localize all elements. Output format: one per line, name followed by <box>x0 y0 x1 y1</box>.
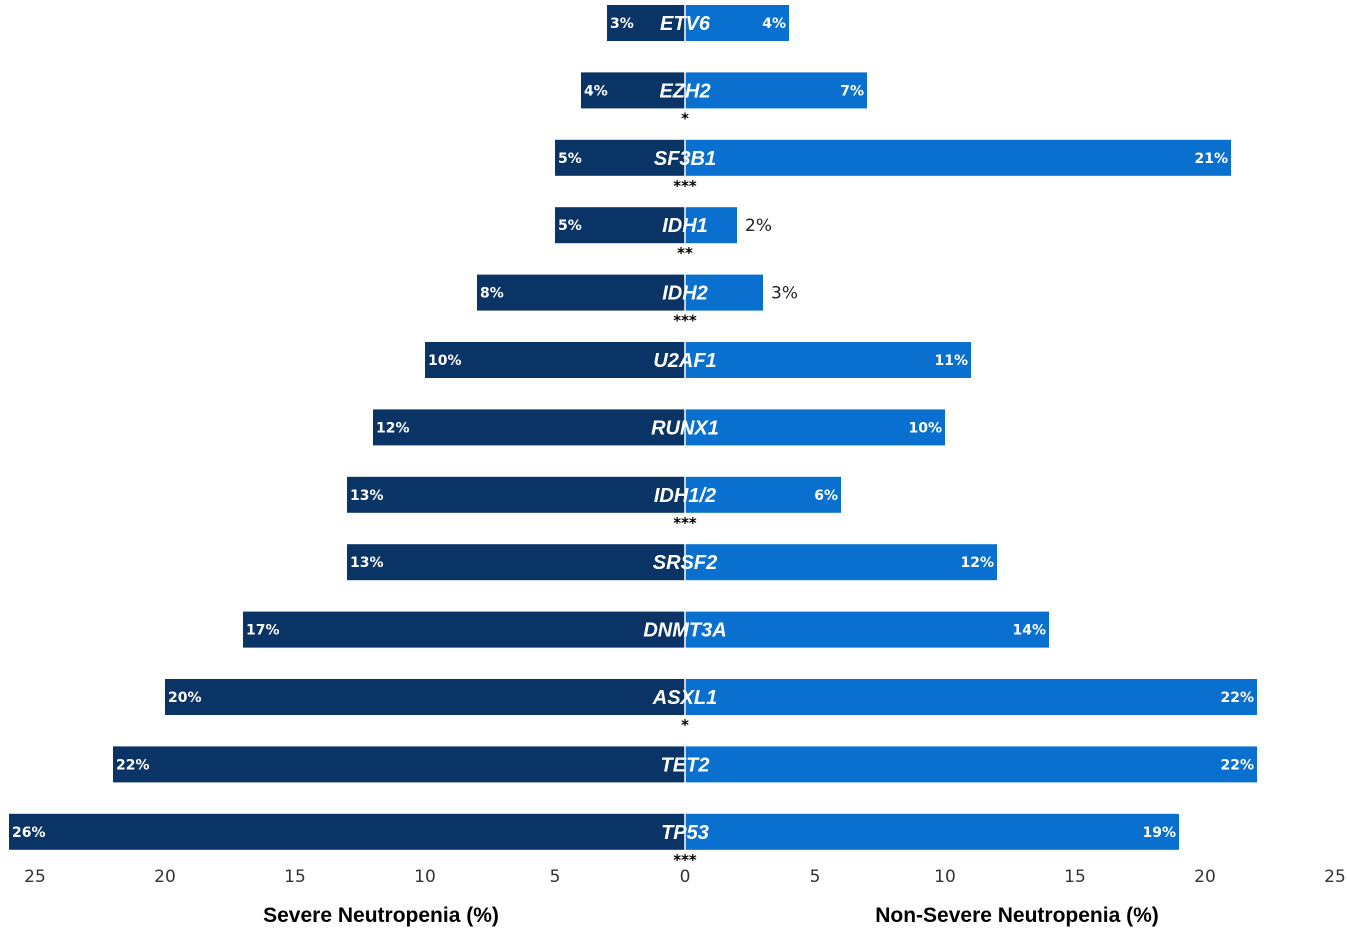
tick-right-15: 15 <box>1064 867 1086 887</box>
bar-severe-dnmt3a <box>243 611 685 648</box>
data-label-severe-idh1: 5% <box>558 218 582 234</box>
bar-severe-etv6 <box>607 5 685 41</box>
tick-right-5: 5 <box>810 867 821 887</box>
bar-non-severe-dnmt3a <box>685 611 1049 648</box>
gene-label-idh2: IDH2 <box>662 283 708 305</box>
bar-severe-ezh2 <box>581 72 685 109</box>
data-label-severe-srsf2: 13% <box>350 555 384 571</box>
significance-sf3b1: *** <box>673 177 697 195</box>
gene-label-tet2: TET2 <box>661 754 710 776</box>
bar-severe-srsf2 <box>347 544 685 581</box>
gene-label-u2af1: U2AF1 <box>653 350 716 372</box>
x-axis-group: 25 20 15 10 5 0 5 10 15 20 25 <box>24 867 1346 887</box>
gene-label-srsf2: SRSF2 <box>653 552 717 574</box>
gene-label-dnmt3a: DNMT3A <box>643 620 726 642</box>
bar-severe-u2af1 <box>425 342 685 378</box>
gene-label-ezh2: EZH2 <box>659 80 710 102</box>
bar-non-severe-etv6 <box>685 5 789 41</box>
bar-severe-asxl1 <box>165 679 685 715</box>
bar-severe-sf3b1 <box>555 139 685 176</box>
bar-non-severe-tp53 <box>685 813 1179 850</box>
bar-severe-tp53 <box>9 813 685 850</box>
bar-non-severe-tet2 <box>685 746 1257 783</box>
data-label-severe-idh2: 8% <box>480 286 504 302</box>
bar-severe-tet2 <box>113 746 685 783</box>
data-label-severe-tp53: 26% <box>12 825 46 841</box>
gene-label-idh1-2: IDH1/2 <box>654 485 716 507</box>
bar-non-severe-idh1 <box>685 207 737 244</box>
significance-idh1: ** <box>677 244 693 262</box>
data-label-non-severe-tet2: 22% <box>1220 757 1254 773</box>
data-label-non-severe-idh1: 2% <box>745 216 772 236</box>
bar-non-severe-asxl1 <box>685 679 1257 715</box>
gene-label-sf3b1: SF3B1 <box>654 148 716 170</box>
bar-non-severe-u2af1 <box>685 342 971 378</box>
significance-idh2: *** <box>673 312 697 330</box>
tick-left-15: 15 <box>284 867 306 887</box>
gene-label-asxl1: ASXL1 <box>652 687 717 709</box>
data-label-severe-dnmt3a: 17% <box>246 623 280 639</box>
data-label-non-severe-asxl1: 22% <box>1220 690 1254 706</box>
bar-non-severe-ezh2 <box>685 72 867 109</box>
bar-non-severe-idh1-2 <box>685 476 841 513</box>
tick-left-10: 10 <box>414 867 436 887</box>
significance-idh1-2: *** <box>673 514 697 532</box>
data-label-severe-idh1-2: 13% <box>350 488 384 504</box>
bar-severe-idh1 <box>555 207 685 244</box>
significance-ezh2: * <box>681 109 689 127</box>
tick-right-20: 20 <box>1194 867 1216 887</box>
bar-non-severe-runx1 <box>685 409 945 446</box>
tick-right-25: 25 <box>1324 867 1346 887</box>
gene-label-tp53: TP53 <box>661 822 709 844</box>
data-label-severe-runx1: 12% <box>376 420 410 436</box>
non-severe-bars-group <box>685 5 1257 850</box>
axis-title-right: Non-Severe Neutropenia (%) <box>875 904 1159 927</box>
bar-severe-idh2 <box>477 274 685 311</box>
tick-left-5: 5 <box>550 867 561 887</box>
data-label-non-severe-tp53: 19% <box>1142 825 1176 841</box>
severe-bars-group <box>9 5 685 850</box>
tick-left-20: 20 <box>154 867 176 887</box>
axis-title-left: Severe Neutropenia (%) <box>263 904 499 927</box>
data-label-severe-u2af1: 10% <box>428 353 462 369</box>
data-label-non-severe-srsf2: 12% <box>960 555 994 571</box>
data-label-severe-sf3b1: 5% <box>558 151 582 167</box>
tick-right-0: 0 <box>680 867 691 887</box>
gene-label-runx1: RUNX1 <box>651 417 719 439</box>
bar-severe-idh1-2 <box>347 476 685 513</box>
significance-tp53: *** <box>673 851 697 869</box>
bar-non-severe-srsf2 <box>685 544 997 581</box>
data-label-non-severe-idh1-2: 6% <box>814 488 838 504</box>
data-label-non-severe-runx1: 10% <box>908 420 942 436</box>
data-label-severe-ezh2: 4% <box>584 83 608 99</box>
bar-non-severe-idh2 <box>685 274 763 311</box>
data-label-non-severe-ezh2: 7% <box>840 83 864 99</box>
data-label-severe-asxl1: 20% <box>168 690 202 706</box>
data-label-non-severe-sf3b1: 21% <box>1194 151 1228 167</box>
tick-left-25: 25 <box>24 867 46 887</box>
bar-severe-runx1 <box>373 409 685 446</box>
data-label-severe-tet2: 22% <box>116 757 150 773</box>
tick-right-10: 10 <box>934 867 956 887</box>
data-label-non-severe-etv6: 4% <box>762 16 786 32</box>
gene-label-idh1: IDH1 <box>662 215 708 237</box>
significance-asxl1: * <box>681 716 689 734</box>
data-label-non-severe-u2af1: 11% <box>934 353 968 369</box>
data-label-severe-etv6: 3% <box>610 16 634 32</box>
gene-label-etv6: ETV6 <box>660 13 711 35</box>
data-label-non-severe-dnmt3a: 14% <box>1012 623 1046 639</box>
data-label-non-severe-idh2: 3% <box>771 284 798 304</box>
bar-non-severe-sf3b1 <box>685 139 1231 176</box>
